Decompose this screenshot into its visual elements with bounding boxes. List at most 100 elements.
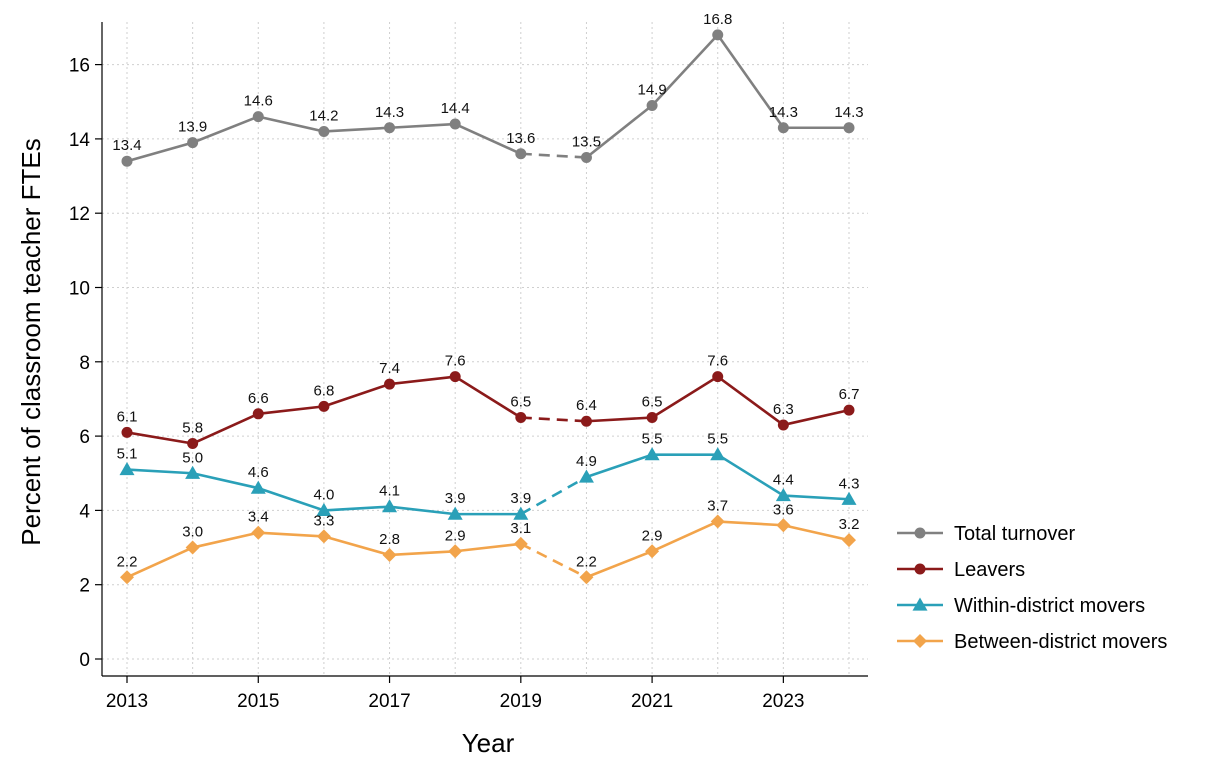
legend-swatch-marker	[912, 597, 928, 611]
point-total-turnover	[777, 122, 789, 134]
legend-label: Total turnover	[954, 523, 1076, 545]
data-label-total-turnover: 14.9	[637, 81, 666, 98]
point-between-district-movers	[316, 529, 331, 544]
x-tick-label: 2015	[237, 691, 279, 712]
data-label-total-turnover: 13.4	[112, 137, 141, 154]
point-within-district-movers	[185, 465, 201, 479]
point-between-district-movers	[382, 547, 397, 562]
grid	[102, 22, 868, 676]
data-label-within-district-movers: 3.9	[510, 490, 531, 507]
series	[119, 29, 857, 585]
point-within-district-movers	[578, 469, 594, 483]
data-label-between-district-movers: 2.9	[445, 527, 466, 544]
data-label-between-district-movers: 3.4	[248, 509, 269, 526]
data-label-between-district-movers: 3.0	[182, 524, 203, 541]
point-between-district-movers	[185, 540, 200, 555]
data-label-between-district-movers: 2.2	[576, 553, 597, 570]
x-tick-label: 2021	[631, 691, 673, 712]
data-label-within-district-movers: 4.6	[248, 464, 269, 481]
point-total-turnover	[515, 148, 527, 160]
y-tick-label: 12	[69, 204, 90, 225]
data-label-between-district-movers: 3.3	[313, 512, 334, 529]
data-label-between-district-movers: 2.2	[117, 553, 138, 570]
data-label-within-district-movers: 4.1	[379, 483, 400, 500]
x-axis-title: Year	[462, 728, 515, 758]
point-within-district-movers	[316, 502, 332, 517]
data-label-total-turnover: 14.4	[441, 100, 470, 117]
data-label-leavers: 7.6	[707, 353, 728, 370]
point-within-district-movers	[775, 488, 791, 502]
point-leavers	[843, 404, 855, 416]
y-tick-label: 4	[79, 501, 90, 522]
point-between-district-movers	[513, 536, 528, 551]
point-within-district-movers	[513, 506, 529, 520]
point-leavers	[449, 371, 461, 383]
point-total-turnover	[449, 118, 461, 130]
data-label-total-turnover: 14.3	[769, 104, 798, 121]
y-tick-label: 10	[69, 279, 90, 300]
data-label-within-district-movers: 4.0	[313, 486, 334, 503]
data-label-within-district-movers: 4.3	[839, 475, 860, 492]
series-gap-between-district-movers	[520, 542, 588, 579]
series-gap-total-turnover	[520, 152, 587, 159]
data-label-within-district-movers: 3.9	[445, 490, 466, 507]
point-leavers	[318, 400, 330, 412]
legend-item-leavers: Leavers	[897, 559, 1025, 581]
y-tick-label: 14	[69, 130, 91, 151]
data-label-total-turnover: 14.6	[244, 93, 273, 110]
data-label-leavers: 6.6	[248, 390, 269, 407]
axes	[101, 22, 868, 677]
point-between-district-movers	[251, 525, 266, 540]
data-label-total-turnover: 14.3	[834, 104, 863, 121]
point-total-turnover	[712, 29, 724, 41]
x-tick-label: 2023	[762, 691, 804, 712]
data-label-between-district-movers: 3.2	[839, 516, 860, 533]
point-within-district-movers	[382, 499, 398, 513]
series-gap-leavers	[520, 416, 587, 423]
data-label-total-turnover: 13.6	[506, 130, 535, 147]
point-total-turnover	[384, 122, 396, 134]
data-label-within-district-movers: 4.4	[773, 472, 794, 489]
point-between-district-movers	[645, 544, 660, 559]
point-total-turnover	[187, 137, 199, 149]
data-label-leavers: 6.7	[839, 386, 860, 403]
point-leavers	[384, 378, 396, 390]
point-leavers	[646, 412, 658, 424]
data-label-leavers: 6.5	[510, 394, 531, 411]
point-within-district-movers	[841, 491, 857, 505]
point-between-district-movers	[448, 544, 463, 559]
data-label-within-district-movers: 4.9	[576, 453, 597, 470]
legend-item-within-district-movers: Within-district movers	[897, 595, 1145, 617]
data-label-total-turnover: 13.9	[178, 119, 207, 136]
legend-swatch-marker	[914, 563, 926, 575]
data-label-total-turnover: 16.8	[703, 11, 732, 28]
x-tick-label: 2017	[368, 691, 410, 712]
point-leavers	[712, 371, 724, 383]
point-total-turnover	[318, 125, 330, 137]
data-label-leavers: 5.8	[182, 420, 203, 437]
point-within-district-movers	[119, 462, 135, 476]
data-label-leavers: 6.4	[576, 397, 597, 414]
data-label-leavers: 6.5	[642, 394, 663, 411]
point-within-district-movers	[644, 447, 660, 461]
y-tick-label: 2	[79, 576, 90, 597]
ticks: 0 2 4 6 8 10 12 14 16 2013 2015 2017 2019 2021 2023	[69, 56, 805, 712]
data-label-between-district-movers: 3.7	[707, 498, 728, 515]
data-label-within-district-movers: 5.1	[117, 446, 138, 463]
point-within-district-movers	[710, 447, 726, 461]
data-label-within-district-movers: 5.5	[707, 431, 728, 448]
data-label-leavers: 6.3	[773, 401, 794, 418]
point-total-turnover	[252, 111, 264, 123]
point-total-turnover	[646, 99, 658, 111]
point-between-district-movers	[710, 514, 725, 529]
data-label-between-district-movers: 3.1	[510, 520, 531, 537]
data-label-between-district-movers: 3.6	[773, 501, 794, 518]
point-between-district-movers	[842, 533, 856, 548]
data-label-leavers: 7.4	[379, 360, 400, 377]
point-between-district-movers	[120, 570, 134, 585]
series-gap-within-district-movers	[520, 475, 588, 516]
data-label-between-district-movers: 2.9	[642, 527, 663, 544]
y-tick-label: 16	[69, 56, 90, 77]
data-label-within-district-movers: 5.0	[182, 449, 203, 466]
data-label-leavers: 7.6	[445, 353, 466, 370]
